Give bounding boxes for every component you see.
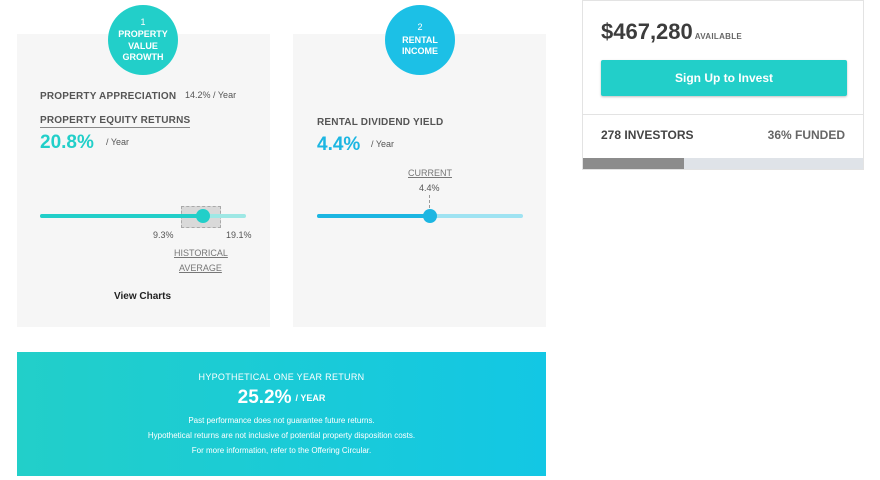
sign-up-to-invest-button[interactable]: Sign Up to Invest <box>601 60 847 96</box>
funding-progress-fill <box>583 158 684 169</box>
slider-min-label: 9.3% <box>153 230 174 240</box>
investor-count: 278 INVESTORS <box>601 128 694 142</box>
step-1-line2: VALUE <box>128 40 158 51</box>
equity-slider-fill <box>40 214 203 218</box>
funded-percentage: 36% FUNDED <box>767 128 845 142</box>
step-2-line1: RENTAL <box>402 34 438 45</box>
rental-slider-handle[interactable] <box>423 209 438 223</box>
historical-average-link-line1[interactable]: HISTORICAL <box>174 248 228 258</box>
invest-summary-card: $467,280 AVAILABLE Sign Up to Invest 278 … <box>582 0 864 170</box>
funding-progress-bar <box>583 158 863 169</box>
hypothetical-return-banner: HYPOTHETICAL ONE YEAR RETURN 25.2% / YEAR… <box>17 352 546 476</box>
appreciation-unit-text: / Year <box>213 90 237 100</box>
rental-yield-value: 4.4% <box>317 134 361 155</box>
banner-value: 25.2% / YEAR <box>17 387 546 409</box>
banner-value-text: 25.2% <box>237 387 292 408</box>
equity-slider-handle[interactable] <box>195 209 210 223</box>
rental-yield-unit: / Year <box>371 139 395 149</box>
step-1-line1: PROPERTY <box>118 29 168 39</box>
equity-returns-unit: / Year <box>106 137 130 147</box>
banner-title: HYPOTHETICAL ONE YEAR RETURN <box>198 372 365 382</box>
step-1-badge: 1 PROPERTY VALUE GROWTH <box>108 5 178 75</box>
view-charts-link[interactable]: View Charts <box>114 291 172 302</box>
property-appreciation-value: 14.2% / Year <box>185 90 236 100</box>
banner-note-2: Hypothetical returns are not inclusive o… <box>147 431 416 440</box>
appreciation-value-text: 14.2% <box>185 90 211 100</box>
available-label: AVAILABLE <box>694 32 743 41</box>
banner-note-3: For more information, refer to the Offer… <box>191 446 372 455</box>
rental-slider-fill <box>317 214 431 218</box>
property-appreciation-label: PROPERTY APPRECIATION <box>40 91 177 102</box>
step-1-number: 1 <box>140 16 146 27</box>
slider-max-label: 19.1% <box>226 230 252 240</box>
banner-unit: / YEAR <box>295 392 326 403</box>
card-divider <box>583 114 863 115</box>
banner-note-1: Past performance does not guarantee futu… <box>188 416 375 425</box>
property-equity-returns-label[interactable]: PROPERTY EQUITY RETURNS <box>40 115 191 128</box>
equity-returns-label-text[interactable]: PROPERTY EQUITY RETURNS <box>40 115 191 128</box>
step-2-number: 2 <box>417 22 423 33</box>
current-value: 4.4% <box>419 183 440 193</box>
rental-income-card: RENTAL DIVIDEND YIELD 4.4% / Year CURREN… <box>293 34 546 327</box>
step-1-line3: GROWTH <box>122 52 164 62</box>
available-amount: $467,280 AVAILABLE <box>601 19 742 45</box>
step-2-line2: INCOME <box>402 46 438 57</box>
rental-dividend-yield-label: RENTAL DIVIDEND YIELD <box>317 117 444 128</box>
equity-returns-value: 20.8% <box>40 132 94 153</box>
step-2-badge: 2 RENTAL INCOME <box>385 5 455 75</box>
current-label[interactable]: CURRENT <box>408 168 452 178</box>
historical-average-link-line2[interactable]: AVERAGE <box>179 263 222 273</box>
property-value-growth-card: PROPERTY APPRECIATION 14.2% / Year PROPE… <box>17 34 270 327</box>
available-amount-value: $467,280 <box>601 19 693 44</box>
current-marker-line <box>429 195 430 208</box>
